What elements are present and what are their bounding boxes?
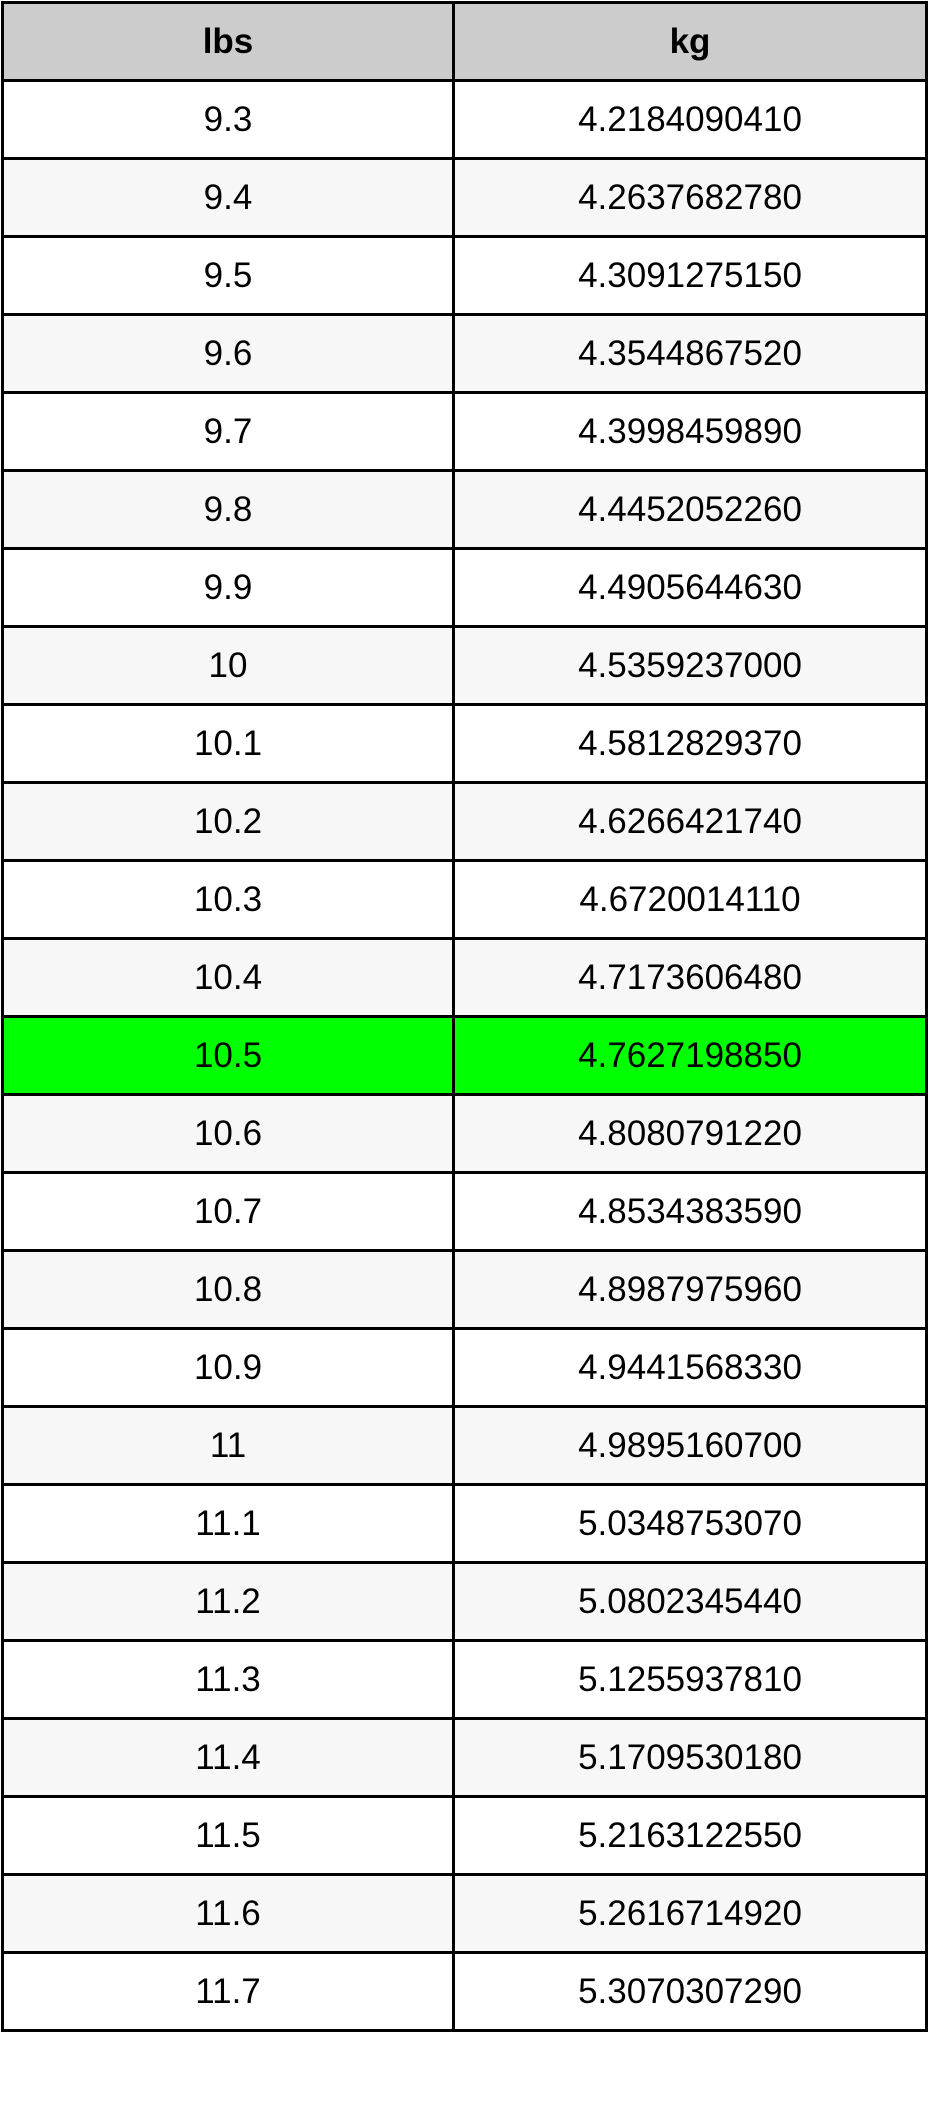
table-row: 9.9 4.4905644630 (1, 547, 928, 628)
table-row: 10 4.5359237000 (1, 625, 928, 706)
cell-kg: 4.7173606480 (452, 937, 928, 1018)
cell-kg: 5.0348753070 (452, 1483, 928, 1564)
table-row: 11.5 5.2163122550 (1, 1795, 928, 1876)
cell-kg: 4.4452052260 (452, 469, 928, 550)
cell-lbs: 11.3 (1, 1639, 455, 1720)
table-row: 9.6 4.3544867520 (1, 313, 928, 394)
cell-lbs: 9.7 (1, 391, 455, 472)
cell-kg: 4.8080791220 (452, 1093, 928, 1174)
header-lbs: lbs (1, 1, 455, 82)
cell-kg: 4.8534383590 (452, 1171, 928, 1252)
table-row: 9.5 4.3091275150 (1, 235, 928, 316)
cell-kg: 5.1255937810 (452, 1639, 928, 1720)
cell-lbs: 9.3 (1, 79, 455, 160)
table-row: 11.6 5.2616714920 (1, 1873, 928, 1954)
table-row: 10.3 4.6720014110 (1, 859, 928, 940)
table-row: 9.7 4.3998459890 (1, 391, 928, 472)
highlighted-row: 10.5 4.7627198850 (1, 1015, 928, 1096)
cell-kg: 4.7627198850 (452, 1015, 928, 1096)
cell-lbs: 9.8 (1, 469, 455, 550)
cell-kg: 4.6720014110 (452, 859, 928, 940)
cell-kg: 5.2163122550 (452, 1795, 928, 1876)
cell-kg: 4.3998459890 (452, 391, 928, 472)
cell-kg: 4.6266421740 (452, 781, 928, 862)
cell-kg: 5.1709530180 (452, 1717, 928, 1798)
cell-kg: 5.0802345440 (452, 1561, 928, 1642)
cell-lbs: 10 (1, 625, 455, 706)
cell-lbs: 11.6 (1, 1873, 455, 1954)
cell-lbs: 10.3 (1, 859, 455, 940)
table-row: 9.8 4.4452052260 (1, 469, 928, 550)
cell-lbs: 10.9 (1, 1327, 455, 1408)
cell-lbs: 11.5 (1, 1795, 455, 1876)
cell-kg: 5.2616714920 (452, 1873, 928, 1954)
cell-kg: 4.8987975960 (452, 1249, 928, 1330)
table-row: 11.4 5.1709530180 (1, 1717, 928, 1798)
table-row: 9.3 4.2184090410 (1, 79, 928, 160)
cell-lbs: 10.5 (1, 1015, 455, 1096)
cell-lbs: 10.7 (1, 1171, 455, 1252)
table-row: 11.3 5.1255937810 (1, 1639, 928, 1720)
cell-lbs: 10.8 (1, 1249, 455, 1330)
cell-lbs: 11.7 (1, 1951, 455, 2032)
cell-lbs: 9.6 (1, 313, 455, 394)
cell-kg: 4.3091275150 (452, 235, 928, 316)
table-row: 10.9 4.9441568330 (1, 1327, 928, 1408)
table-row: 10.7 4.8534383590 (1, 1171, 928, 1252)
cell-lbs: 9.4 (1, 157, 455, 238)
cell-kg: 4.4905644630 (452, 547, 928, 628)
cell-lbs: 9.5 (1, 235, 455, 316)
cell-lbs: 9.9 (1, 547, 455, 628)
cell-lbs: 11.4 (1, 1717, 455, 1798)
cell-kg: 4.2637682780 (452, 157, 928, 238)
header-row: lbs kg (1, 1, 928, 82)
table-row: 10.2 4.6266421740 (1, 781, 928, 862)
cell-kg: 4.2184090410 (452, 79, 928, 160)
cell-kg: 4.3544867520 (452, 313, 928, 394)
table-row: 10.4 4.7173606480 (1, 937, 928, 1018)
table-row: 10.8 4.8987975960 (1, 1249, 928, 1330)
cell-lbs: 11.2 (1, 1561, 455, 1642)
header-kg: kg (452, 1, 928, 82)
table-row: 11.1 5.0348753070 (1, 1483, 928, 1564)
cell-kg: 4.9441568330 (452, 1327, 928, 1408)
cell-lbs: 10.1 (1, 703, 455, 784)
cell-kg: 4.5359237000 (452, 625, 928, 706)
table-row: 10.6 4.8080791220 (1, 1093, 928, 1174)
conversion-table: lbs kg 9.3 4.2184090410 9.4 4.2637682780 9.5… (1, 1, 928, 2032)
table-row: 11.7 5.3070307290 (1, 1951, 928, 2032)
cell-kg: 4.5812829370 (452, 703, 928, 784)
table-row: 11 4.9895160700 (1, 1405, 928, 1486)
cell-kg: 5.3070307290 (452, 1951, 928, 2032)
cell-kg: 4.9895160700 (452, 1405, 928, 1486)
table-row: 10.1 4.5812829370 (1, 703, 928, 784)
cell-lbs: 11.1 (1, 1483, 455, 1564)
cell-lbs: 10.4 (1, 937, 455, 1018)
table-row: 9.4 4.2637682780 (1, 157, 928, 238)
cell-lbs: 10.2 (1, 781, 455, 862)
cell-lbs: 10.6 (1, 1093, 455, 1174)
table-row: 11.2 5.0802345440 (1, 1561, 928, 1642)
cell-lbs: 11 (1, 1405, 455, 1486)
